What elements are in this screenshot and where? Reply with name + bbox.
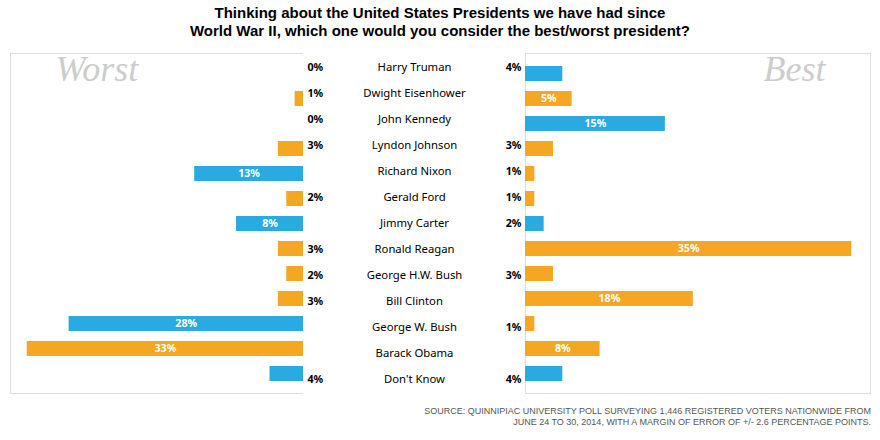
svg-text:George W. Bush: George W. Bush [372, 319, 457, 334]
svg-text:Worst: Worst [56, 49, 140, 89]
svg-text:Jimmy Carter: Jimmy Carter [379, 215, 449, 230]
html-text:Thinking about the United Stat: Thinking about the United States Preside… [190, 4, 690, 40]
svg-text:Lyndon Johnson: Lyndon Johnson [372, 137, 457, 152]
svg-text:Richard Nixon: Richard Nixon [377, 163, 451, 178]
svg-text:35%: 35% [678, 241, 700, 255]
svg-text:5%: 5% [541, 91, 557, 105]
svg-text:3%: 3% [506, 268, 522, 282]
svg-text:15%: 15% [584, 116, 606, 130]
svg-text:Ronald Reagan: Ronald Reagan [375, 241, 455, 256]
svg-text:2%: 2% [308, 190, 324, 204]
svg-text:1%: 1% [506, 164, 522, 178]
svg-text:Don't Know: Don't Know [384, 371, 445, 386]
svg-text:Gerald Ford: Gerald Ford [383, 189, 445, 204]
svg-text:0%: 0% [308, 60, 324, 74]
svg-text:1%: 1% [506, 190, 522, 204]
svg-text:3%: 3% [506, 138, 522, 152]
svg-text:Bill Clinton: Bill Clinton [386, 293, 443, 308]
svg-text:1%: 1% [308, 86, 324, 100]
svg-text:4%: 4% [506, 372, 522, 386]
svg-text:Dwight Eisenhower: Dwight Eisenhower [363, 85, 466, 100]
svg-text:1%: 1% [506, 320, 522, 334]
svg-text:33%: 33% [154, 341, 176, 355]
svg-text:13%: 13% [238, 166, 260, 180]
svg-text:4%: 4% [308, 372, 324, 386]
svg-text:8%: 8% [555, 341, 571, 355]
svg-text:George H.W. Bush: George H.W. Bush [367, 267, 463, 282]
svg-text:3%: 3% [308, 242, 324, 256]
html-text:SOURCE: QUINNIPIAC UNIVERSITY: SOURCE: QUINNIPIAC UNIVERSITY POLL SURVE… [424, 405, 871, 427]
svg-text:John Kennedy: John Kennedy [377, 111, 451, 126]
svg-text:Barack Obama: Barack Obama [376, 345, 454, 360]
svg-text:Best: Best [764, 49, 827, 89]
svg-text:3%: 3% [308, 294, 324, 308]
svg-text:2%: 2% [506, 216, 522, 230]
svg-text:Harry Truman: Harry Truman [378, 59, 452, 74]
svg-text:4%: 4% [506, 60, 522, 74]
svg-text:18%: 18% [598, 291, 620, 305]
svg-text:0%: 0% [308, 112, 324, 126]
svg-text:3%: 3% [308, 138, 324, 152]
svg-text:28%: 28% [175, 316, 197, 330]
svg-text:8%: 8% [262, 216, 278, 230]
svg-text:2%: 2% [308, 268, 324, 282]
